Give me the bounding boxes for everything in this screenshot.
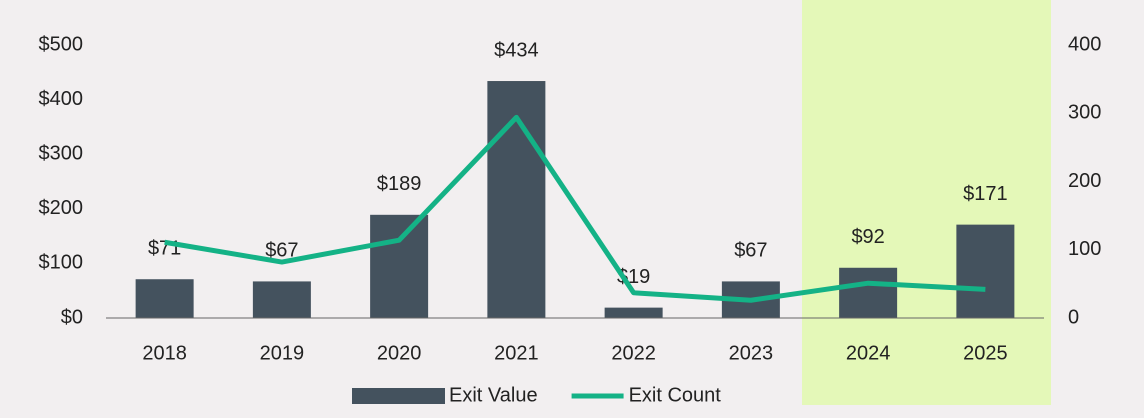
bar	[839, 267, 898, 318]
line	[164, 114, 986, 303]
legend-swatch	[352, 388, 445, 404]
data-label: $67	[734, 240, 767, 262]
y2-tick-label: 200	[1068, 170, 1101, 192]
bar	[370, 214, 429, 318]
y-tick-label: $300	[39, 142, 84, 164]
x-tick-label: 2021	[494, 342, 539, 364]
data-label: $171	[963, 183, 1008, 205]
data-label: $189	[377, 173, 422, 195]
bar	[252, 281, 311, 318]
y-tick-label: $400	[39, 88, 84, 110]
x-tick-label: 2019	[260, 342, 305, 364]
legend-label: Exit Value	[449, 384, 538, 406]
y-tick-label: $500	[39, 33, 84, 55]
data-label: $71	[148, 238, 181, 260]
highlight-region	[802, 0, 1051, 405]
x-tick-label: 2023	[729, 342, 774, 364]
data-label: $434	[494, 39, 539, 61]
y-tick-label: $100	[39, 252, 84, 274]
x-tick-label: 2020	[377, 342, 422, 364]
y2-tick-label: 100	[1068, 238, 1101, 260]
data-label: $67	[265, 240, 298, 262]
legend-label: Exit Count	[629, 384, 722, 406]
x-tick-label: 2022	[611, 342, 656, 364]
y2-tick-label: 400	[1068, 33, 1101, 55]
data-label: $92	[851, 226, 884, 248]
x-tick-label: 2024	[846, 342, 891, 364]
y-tick-label: $0	[61, 306, 83, 328]
bar	[604, 307, 663, 318]
x-tick-label: 2025	[963, 342, 1008, 364]
y2-tick-label: 0	[1068, 306, 1079, 328]
bar	[956, 224, 1015, 318]
y-tick-label: $200	[39, 197, 84, 219]
x-tick-label: 2018	[142, 342, 187, 364]
bar	[135, 279, 194, 318]
y2-tick-label: 300	[1068, 102, 1101, 124]
